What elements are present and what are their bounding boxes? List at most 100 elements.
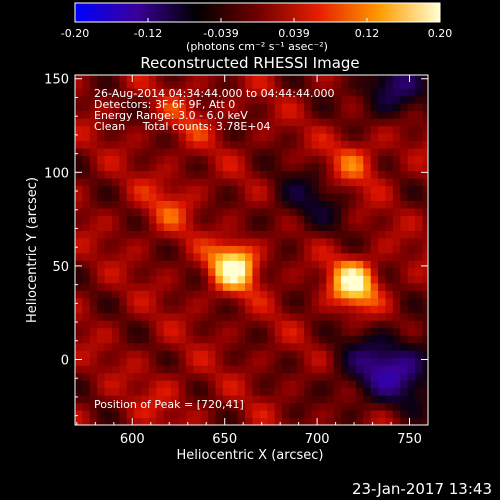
heatmap-cell xyxy=(355,260,364,269)
heatmap-cell xyxy=(200,177,209,187)
heatmap-cell xyxy=(89,80,98,89)
heatmap-cell xyxy=(281,133,290,142)
heatmap-cell xyxy=(274,192,283,201)
heatmap-cell xyxy=(111,110,120,119)
heatmap-cell xyxy=(348,237,357,246)
heatmap-cell xyxy=(126,365,135,374)
heatmap-cell xyxy=(378,207,387,216)
heatmap-cell xyxy=(355,200,364,209)
heatmap-cell xyxy=(208,88,217,97)
heatmap-cell xyxy=(259,75,268,82)
heatmap-cell xyxy=(363,103,372,112)
heatmap-cell xyxy=(400,207,409,216)
heatmap-cell xyxy=(252,417,261,425)
heatmap-cell xyxy=(378,88,387,97)
heatmap-cell xyxy=(304,380,313,389)
heatmap-cell xyxy=(333,147,342,157)
heatmap-cell xyxy=(252,380,261,389)
heatmap-cell xyxy=(407,305,416,314)
heatmap-cell xyxy=(289,222,298,231)
heatmap-cell xyxy=(134,162,143,172)
heatmap-cell xyxy=(281,380,290,389)
heatmap-cell xyxy=(245,282,254,291)
heatmap-cell xyxy=(171,320,180,329)
heatmap-cell xyxy=(222,162,231,172)
heatmap-cell xyxy=(126,395,135,404)
heatmap-cell xyxy=(104,402,113,411)
heatmap-cell xyxy=(318,335,327,344)
heatmap-cell xyxy=(370,95,379,104)
heatmap-cell xyxy=(363,395,372,404)
heatmap-cell xyxy=(341,110,350,119)
heatmap-cell xyxy=(208,125,217,134)
heatmap-cell xyxy=(178,140,187,149)
heatmap-cell xyxy=(75,192,83,201)
heatmap-cell xyxy=(355,402,364,411)
heatmap-cell xyxy=(333,192,342,201)
heatmap-cell xyxy=(415,88,424,97)
heatmap-cell xyxy=(259,230,268,239)
heatmap-cell xyxy=(311,245,320,254)
heatmap-cell xyxy=(141,365,150,374)
heatmap-cell xyxy=(126,282,135,291)
heatmap-cell xyxy=(407,245,416,254)
heatmap-cell xyxy=(415,260,424,269)
heatmap-cell xyxy=(348,162,357,172)
heatmap-cell xyxy=(385,147,394,157)
heatmap-cell xyxy=(134,290,143,299)
heatmap-cell xyxy=(237,267,246,276)
heatmap-cell xyxy=(119,290,128,299)
heatmap-cell xyxy=(156,305,165,314)
heatmap-cell xyxy=(178,342,187,351)
heatmap-cell xyxy=(392,88,401,97)
heatmap-cell xyxy=(178,230,187,239)
heatmap-cell xyxy=(119,245,128,254)
heatmap-cell xyxy=(326,297,335,306)
heatmap-cell xyxy=(185,103,194,112)
heatmap-cell xyxy=(222,402,231,411)
heatmap-cell xyxy=(185,185,194,194)
heatmap-cell xyxy=(156,155,165,164)
heatmap-cell xyxy=(422,327,428,336)
heatmap-cell xyxy=(148,312,157,321)
heatmap-cell xyxy=(126,185,135,194)
heatmap-cell xyxy=(156,140,165,149)
heatmap-cell xyxy=(156,290,165,299)
heatmap-cell xyxy=(422,372,428,381)
heatmap-cell xyxy=(237,402,246,411)
heatmap-cell xyxy=(134,215,143,224)
heatmap-cell xyxy=(304,372,313,381)
heatmap-cell xyxy=(215,282,224,291)
heatmap-cell xyxy=(119,312,128,321)
heatmap-cell xyxy=(400,222,409,231)
heatmap-cell xyxy=(104,230,113,239)
heatmap-cell xyxy=(222,357,231,366)
heatmap-cell xyxy=(230,103,239,112)
heatmap-cell xyxy=(193,75,202,82)
heatmap-cell xyxy=(333,290,342,299)
heatmap-cell xyxy=(111,170,120,179)
heatmap-cell xyxy=(97,155,106,164)
heatmap-cell xyxy=(259,297,268,306)
heatmap-cell xyxy=(171,110,180,119)
heatmap-cell xyxy=(119,350,128,359)
heatmap-cell xyxy=(230,410,239,419)
heatmap-cell xyxy=(341,312,350,321)
heatmap-cell xyxy=(178,275,187,284)
heatmap-cell xyxy=(296,380,305,389)
heatmap-cell xyxy=(252,200,261,209)
heatmap-cell xyxy=(75,118,83,127)
heatmap-cell xyxy=(148,95,157,104)
heatmap-cell xyxy=(296,88,305,97)
heatmap-cell xyxy=(370,290,379,299)
heatmap-cell xyxy=(422,357,428,366)
heatmap-cell xyxy=(208,192,217,201)
heatmap-cell xyxy=(355,133,364,142)
heatmap-cell xyxy=(141,185,150,194)
heatmap-cell xyxy=(318,417,327,425)
heatmap-cell xyxy=(407,80,416,89)
heatmap-cell xyxy=(422,125,428,134)
heatmap-cell xyxy=(355,252,364,261)
heatmap-cell xyxy=(141,282,150,291)
heatmap-cell xyxy=(341,395,350,404)
